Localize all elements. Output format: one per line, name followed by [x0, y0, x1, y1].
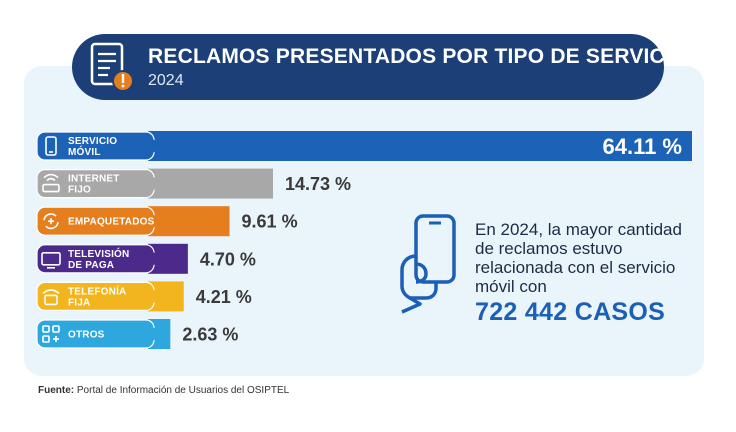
callout-text: En 2024, la mayor cantidad de reclamos e…: [475, 220, 682, 296]
footer-source-text: Portal de Información de Usuarios del OS…: [74, 385, 290, 396]
callout-number: 722 442 CASOS: [475, 298, 666, 326]
category-label-pointer: [153, 327, 161, 341]
grid-apps-icon: [42, 325, 60, 343]
category-label: SERVICIO: [68, 136, 117, 147]
category-label-pointer: [153, 214, 161, 229]
router-icon: [42, 173, 60, 193]
bar: [148, 131, 692, 161]
bar: [148, 206, 230, 237]
data-label: 64.11 %: [602, 134, 682, 159]
bundle-arrows-icon: [43, 213, 59, 230]
category-label: MÓVIL: [68, 145, 101, 158]
document-warning-icon: [90, 42, 134, 92]
tv-icon: [41, 252, 61, 269]
bar: [148, 168, 273, 199]
data-label: 4.70 %: [200, 249, 256, 269]
data-label: 9.61 %: [242, 212, 298, 232]
highlight-callout: En 2024, la mayor cantidad de reclamos e…: [475, 220, 705, 327]
category-label-pointer: [153, 176, 161, 191]
chart-title: RECLAMOS PRESENTADOS POR TIPO DE SERVICI…: [148, 45, 688, 68]
mobile-phone-icon: [45, 136, 57, 156]
category-label-pointer: [153, 251, 161, 266]
data-label: 14.73 %: [285, 174, 351, 194]
category-label: EMPAQUETADOS: [68, 217, 155, 228]
landline-phone-icon: [42, 289, 60, 306]
header-banner: RECLAMOS PRESENTADOS POR TIPO DE SERVICI…: [72, 34, 687, 100]
category-label: FIJO: [68, 185, 91, 196]
data-label: 4.21 %: [196, 287, 252, 307]
category-label: DE PAGA: [68, 260, 114, 271]
category-label: FIJA: [68, 297, 90, 308]
hand-phone-icon: [400, 214, 456, 314]
category-label: OTROS: [68, 330, 105, 341]
category-label: TELEVISIÓN: [68, 247, 129, 260]
category-label-pointer: [153, 289, 161, 304]
footer-label: Fuente:: [38, 385, 75, 396]
category-label-pointer: [153, 139, 161, 153]
category-label: INTERNET: [68, 174, 120, 185]
source-footer: Fuente: Portal de Información de Usuario…: [38, 385, 289, 396]
chart-year: 2024: [148, 72, 184, 89]
data-label: 2.63 %: [182, 325, 238, 345]
category-label: TELEFONÍA: [68, 284, 126, 297]
